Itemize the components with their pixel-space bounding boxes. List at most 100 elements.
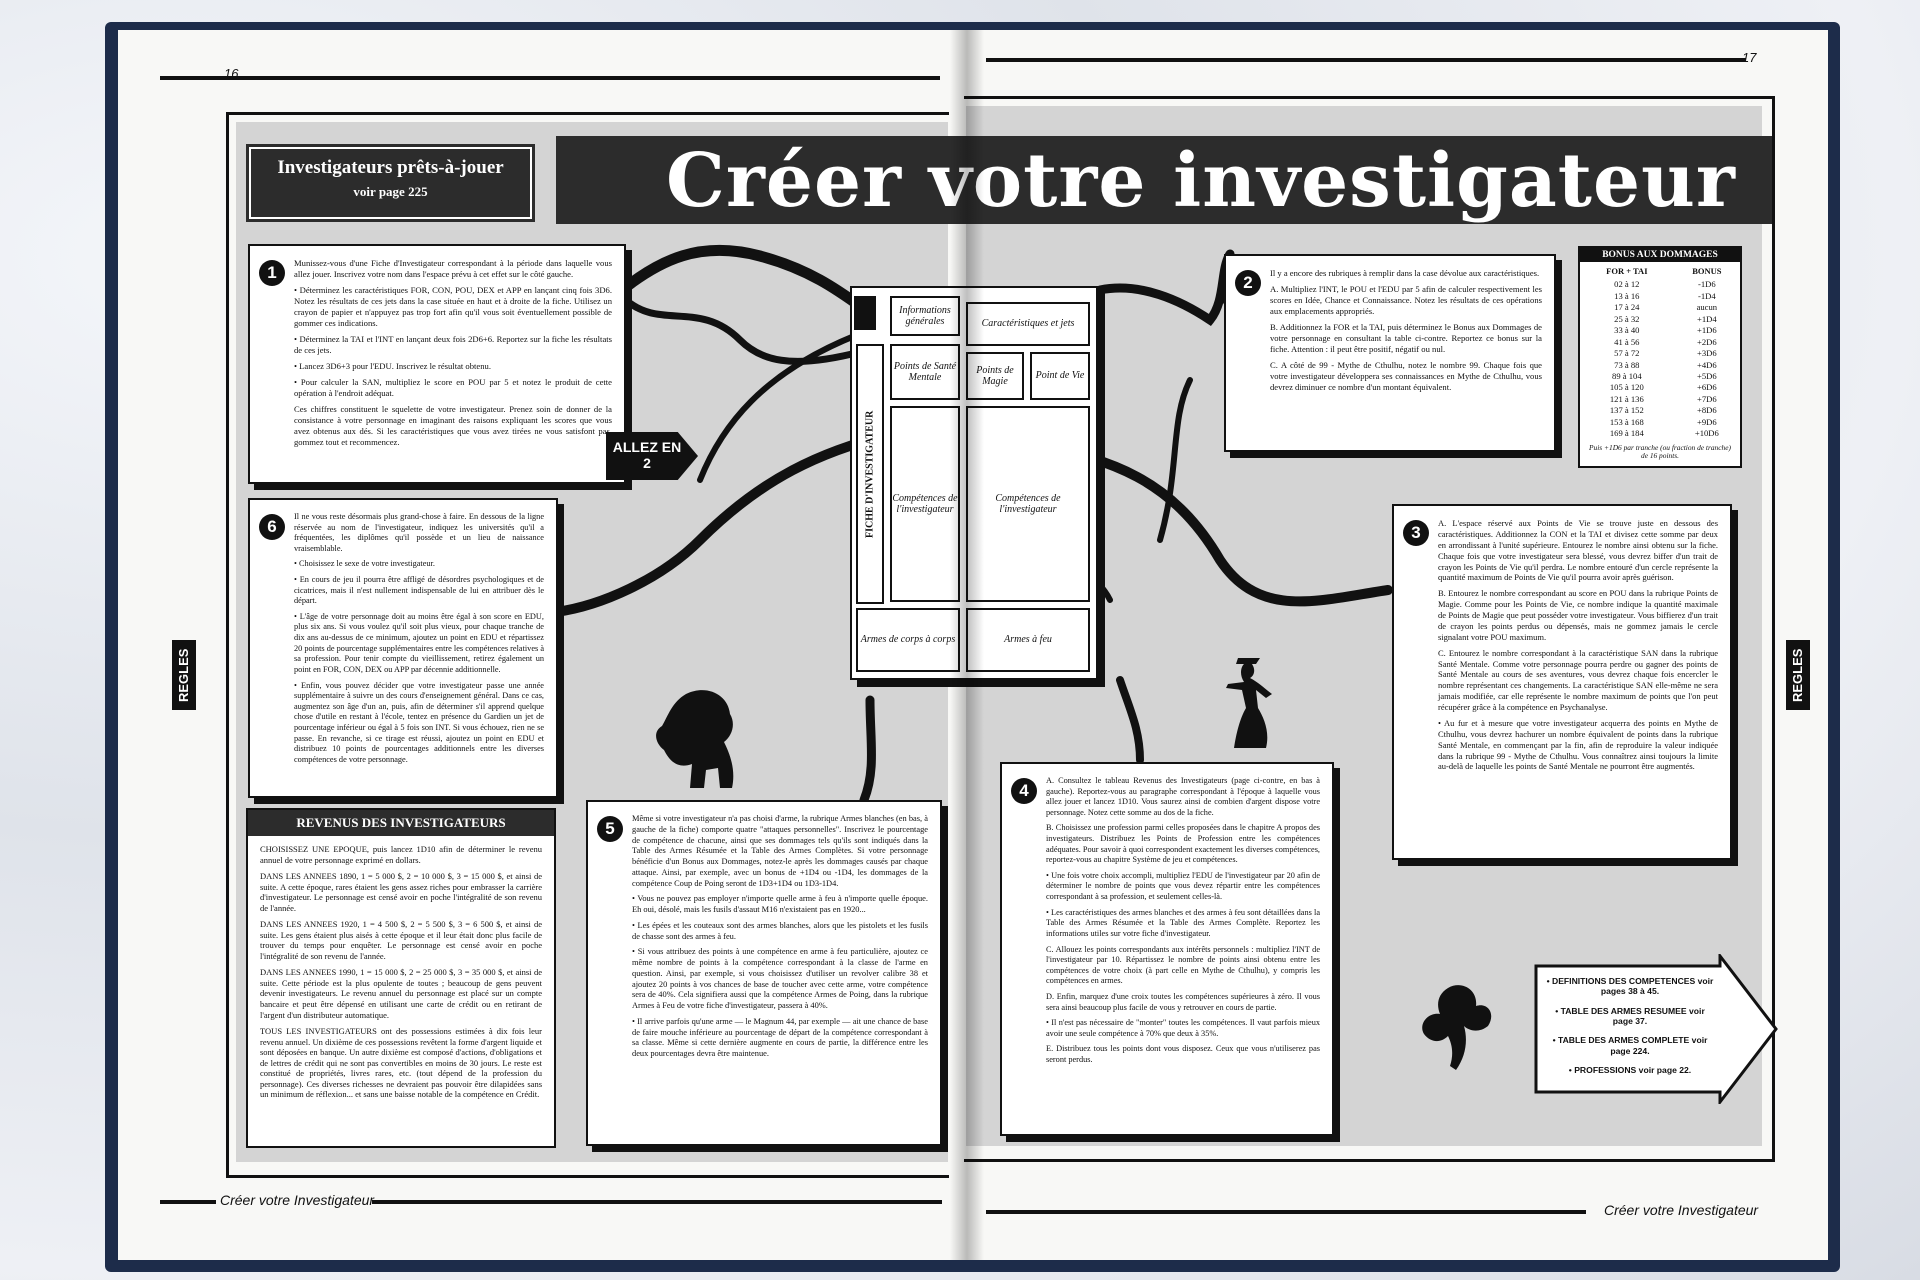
sheet-firearms-cell: Armes à feu xyxy=(966,608,1090,672)
bonus-row: 89 à 104 +5D6 xyxy=(1580,371,1740,382)
step-paragraph: Ces chiffres constituent le squelette de… xyxy=(294,404,612,447)
go-to-step-2-arrow: ALLEZ EN 2 xyxy=(606,432,698,480)
step-paragraph: Il y a encore des rubriques à remplir da… xyxy=(1270,268,1540,278)
step-paragraph: Même si votre investigateur n'a pas choi… xyxy=(632,814,928,888)
step-paragraph: • Si vous attribuez des points à une com… xyxy=(632,947,928,1010)
step-paragraph: • Au fur et à mesure que votre investiga… xyxy=(1438,717,1718,772)
reference-item: • PROFESSIONS voir page 22. xyxy=(1568,1064,1692,1075)
sheet-melee-cell: Armes de corps à corps xyxy=(856,608,960,672)
reference-arrow-box: • DEFINITIONS DES COMPETENCES voir pages… xyxy=(1532,954,1780,1104)
sheet-fiche-label: FICHE D'INVESTIGATEUR xyxy=(856,344,884,604)
sheet-characteristics-cell: Caractéristiques et jets xyxy=(966,302,1090,346)
income-paragraph: TOUS LES INVESTIGATEURS ont des possessi… xyxy=(260,1026,542,1100)
step-paragraph: Il ne vous reste désormais plus grand-ch… xyxy=(294,512,544,553)
bonus-row: 17 à 24 aucun xyxy=(1580,302,1740,313)
bonus-row: 121 à 136 +7D6 xyxy=(1580,394,1740,405)
bonus-range-cell: 13 à 16 xyxy=(1614,290,1640,301)
step-paragraph: • Les épées et les couteaux sont des arm… xyxy=(632,920,928,941)
ghoul-silhouette-icon xyxy=(656,690,734,788)
step-paragraph: C. Allouez les points correspondants aux… xyxy=(1046,944,1320,986)
bonus-value-cell: +4D6 xyxy=(1697,359,1717,370)
left-footer: Créer votre Investigateur xyxy=(220,1192,375,1208)
step-paragraph: E. Distribuez tous les points dont vous … xyxy=(1046,1044,1320,1065)
step-number: 1 xyxy=(259,260,285,286)
step-paragraph: C. Entourez le nombre correspondant à la… xyxy=(1438,647,1718,712)
bonus-value-cell: +10D6 xyxy=(1694,428,1719,439)
step-paragraph: A. Multipliez l'INT, le POU et l'EDU par… xyxy=(1270,284,1542,316)
bonus-row: 73 à 88 +4D6 xyxy=(1580,360,1740,371)
bonus-row: 33 à 40 +1D6 xyxy=(1580,325,1740,336)
bonus-range-cell: 121 à 136 xyxy=(1609,393,1644,404)
right-footer: Créer votre Investigateur xyxy=(1604,1202,1759,1218)
bonus-range-cell: 02 à 12 xyxy=(1614,279,1640,290)
step-paragraph: D. Enfin, marquez d'une croix toutes les… xyxy=(1046,991,1320,1012)
bonus-range-cell: 25 à 32 xyxy=(1614,313,1640,324)
reference-list: • DEFINITIONS DES COMPETENCES voir pages… xyxy=(1546,976,1714,1084)
ready-made-investigators-box: Investigateurs prêts-à-jouer voir page 2… xyxy=(246,144,535,222)
step-paragraph: A. Consultez le tableau Revenus des Inve… xyxy=(1046,776,1320,817)
step-paragraph: • Lancez 3D6+3 pour l'EDU. Inscrivez le … xyxy=(294,361,491,371)
step-paragraph: • Il arrive parfois qu'une arme — le Mag… xyxy=(632,1016,928,1058)
title-bar xyxy=(556,136,1772,224)
bonus-row: 02 à 12 -1D6 xyxy=(1580,279,1740,290)
sheet-magic-cell: Points de Magie xyxy=(966,352,1024,400)
step-number: 5 xyxy=(597,816,623,842)
arrow-label-line2: 2 xyxy=(643,455,651,471)
side-tab-left: REGLES xyxy=(172,640,196,710)
right-header-rule xyxy=(986,58,1746,62)
income-title: REVENUS DES INVESTIGATEURS xyxy=(248,810,554,837)
step-paragraph: • En cours de jeu il pourra être affligé… xyxy=(294,575,544,606)
step-paragraph: B. Entourez le nombre correspondant au s… xyxy=(1438,588,1718,642)
bee-creature-silhouette-icon xyxy=(1422,985,1492,1070)
bonus-range-cell: 41 à 56 xyxy=(1614,336,1640,347)
step-number: 2 xyxy=(1235,270,1261,296)
left-header-rule xyxy=(160,76,940,80)
bonus-value-cell: aucun xyxy=(1696,302,1718,313)
reference-item: • TABLE DES ARMES COMPLETE voir page 224… xyxy=(1552,1035,1708,1056)
step-paragraph: • Les caractéristiques des armes blanche… xyxy=(1046,907,1320,938)
bonus-range-cell: 89 à 104 xyxy=(1612,370,1642,381)
step-paragraph: • Il n'est pas nécessaire de "monter" to… xyxy=(1046,1018,1320,1038)
ready-subtitle: voir page 225 xyxy=(353,184,428,199)
bonus-range-cell: 33 à 40 xyxy=(1614,325,1640,336)
bonus-footnote: Puis +1D6 par tranche (ou fraction de tr… xyxy=(1589,442,1731,461)
bonus-row: 57 à 72 +3D6 xyxy=(1580,348,1740,359)
sheet-info-cell: Informations générales xyxy=(890,296,960,336)
reference-item: • TABLE DES ARMES RESUMEE voir page 37. xyxy=(1555,1005,1705,1026)
reference-item: • DEFINITIONS DES COMPETENCES voir pages… xyxy=(1546,976,1714,997)
bonus-range-cell: 105 à 120 xyxy=(1609,382,1644,393)
step-paragraph: • Déterminez les caractéristiques FOR, C… xyxy=(294,285,612,328)
sheet-skills-left-cell: Compétences de l'investigateur xyxy=(890,406,960,602)
income-paragraph: DANS LES ANNEES 1890, 1 = 5 000 $, 2 = 1… xyxy=(260,871,542,913)
step-1-box: 1 Munissez-vous d'une Fiche d'Investigat… xyxy=(248,244,626,484)
left-frame xyxy=(226,112,949,1178)
bonus-table-grid: FOR + TAI BONUS 02 à 12 -1D6 13 à 16 -1D4 17… xyxy=(1580,262,1740,440)
right-footer-rule-a xyxy=(986,1210,1586,1214)
bonus-row: 105 à 120 +6D6 xyxy=(1580,382,1740,393)
sheet-hp-cell: Point de Vie xyxy=(1030,352,1090,400)
bonus-value-cell: +9D6 xyxy=(1697,416,1717,427)
page-title: Créer votre investigateur xyxy=(666,138,1736,224)
step-6-box: 6 Il ne vous reste désormais plus grand-… xyxy=(248,498,558,798)
step-paragraph: • Déterminez la TAI et l'INT en lançant … xyxy=(294,334,612,355)
step-paragraph: • Pour calculer la SAN, multipliez le sc… xyxy=(294,377,612,398)
left-page-number: 16 xyxy=(224,66,239,81)
bonus-value-cell: +8D6 xyxy=(1697,405,1717,416)
step-paragraph: B. Additionnez la FOR et la TAI, puis dé… xyxy=(1270,322,1542,354)
left-footer-rule-a xyxy=(160,1200,216,1204)
bonus-range-cell: 153 à 168 xyxy=(1609,416,1644,427)
ready-title: Investigateurs prêts-à-jouer xyxy=(277,157,504,178)
bonus-value-cell: +7D6 xyxy=(1697,393,1717,404)
bonus-value-cell: -1D6 xyxy=(1698,279,1716,290)
step-paragraph: Munissez-vous d'une Fiche d'Investigateu… xyxy=(294,258,612,279)
sheet-black-block xyxy=(854,296,876,330)
step-paragraph: • Choisissez le sexe de votre investigat… xyxy=(294,559,435,569)
book-gutter xyxy=(950,30,984,1260)
bonus-range-cell: 17 à 24 xyxy=(1614,302,1640,313)
step-2-box: 2 Il y a encore des rubriques à remplir … xyxy=(1224,254,1556,452)
bonus-value-cell: +6D6 xyxy=(1697,382,1717,393)
bonus-value-cell: -1D4 xyxy=(1698,290,1716,301)
step-paragraph: A. L'espace réservé aux Points de Vie se… xyxy=(1438,518,1718,583)
bonus-range-cell: 73 à 88 xyxy=(1614,359,1640,370)
woman-silhouette-icon xyxy=(1226,658,1272,748)
